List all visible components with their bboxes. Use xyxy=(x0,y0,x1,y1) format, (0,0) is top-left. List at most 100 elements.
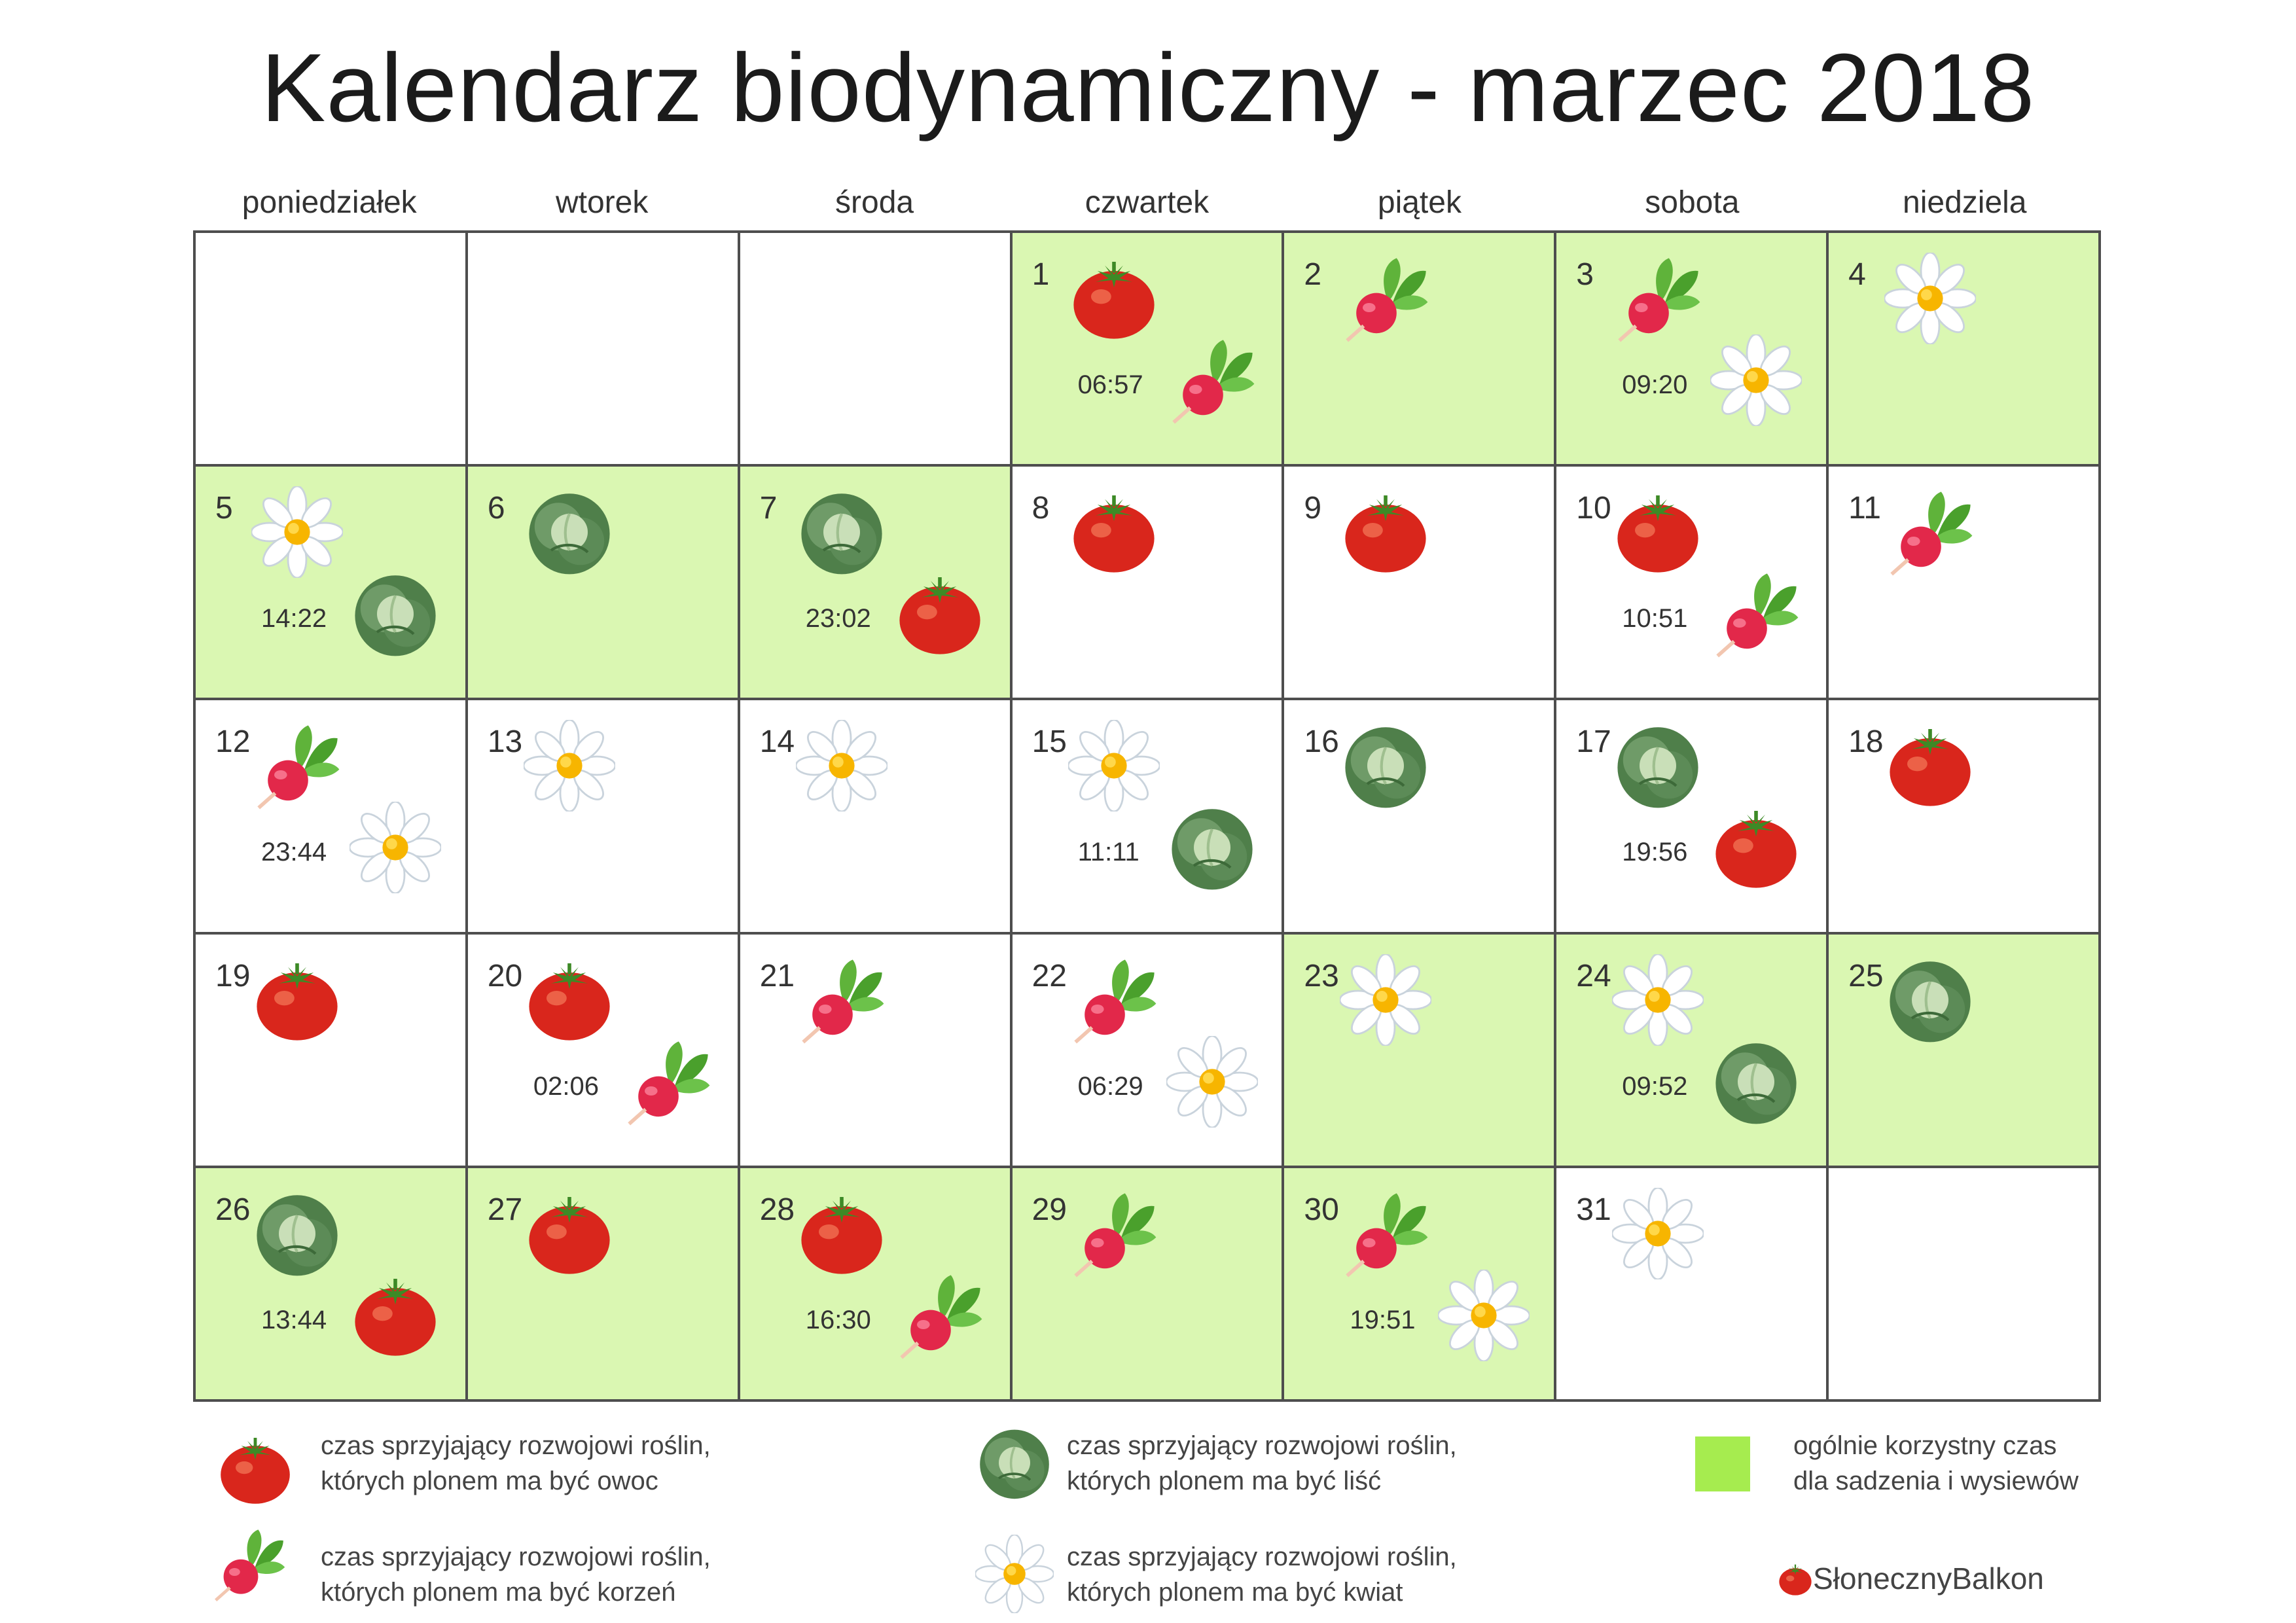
daisy-icon xyxy=(523,720,615,812)
day-cell: 13 xyxy=(467,700,738,932)
legend-root: czas sprzyjający rozwojowi roślin, który… xyxy=(321,1539,711,1610)
day-number: 1 xyxy=(1031,257,1050,292)
day-cell: 16 xyxy=(1284,700,1554,932)
day-number: 24 xyxy=(1576,958,1611,993)
legend-general-line2: dla sadzenia i wysiewów xyxy=(1793,1467,2079,1495)
day-cell: 30 19:51 xyxy=(1284,1168,1554,1399)
day-cell: 8 xyxy=(1012,467,1282,698)
radish-icon xyxy=(622,1036,713,1128)
day-cell: 27 xyxy=(467,1168,738,1399)
radish-icon xyxy=(1710,568,1802,660)
day-cell: 22 06:29 xyxy=(1012,934,1282,1166)
day-number: 25 xyxy=(1848,958,1884,993)
cabbage-icon xyxy=(975,1423,1054,1502)
daisy-icon xyxy=(1884,253,1977,344)
tomato-icon xyxy=(216,1430,295,1508)
radish-icon xyxy=(894,1270,986,1361)
legend-root-line1: czas sprzyjający rozwojowi roślin, xyxy=(321,1543,711,1571)
daisy-icon xyxy=(1067,720,1160,812)
transition-time: 02:06 xyxy=(533,1071,599,1101)
day-number: 4 xyxy=(1848,257,1866,292)
day-number: 28 xyxy=(759,1192,795,1227)
transition-time: 09:20 xyxy=(1622,370,1688,399)
transition-time: 23:44 xyxy=(261,838,327,867)
day-number: 20 xyxy=(487,958,523,993)
day-number: 31 xyxy=(1576,1192,1611,1227)
daisy-icon xyxy=(1612,954,1704,1046)
cabbage-icon xyxy=(796,486,888,578)
day-number: 26 xyxy=(215,1192,251,1227)
day-number: 30 xyxy=(1304,1192,1339,1227)
day-number: 2 xyxy=(1304,257,1322,292)
daisy-icon xyxy=(1710,334,1803,426)
transition-time: 14:22 xyxy=(261,604,327,633)
favorable-swatch xyxy=(1695,1436,1750,1491)
day-number: 22 xyxy=(1031,958,1067,993)
day-number: 29 xyxy=(1031,1192,1067,1227)
daisy-icon xyxy=(1340,954,1432,1046)
daisy-icon xyxy=(251,486,343,579)
cabbage-icon xyxy=(1710,1036,1802,1128)
legend-general: ogólnie korzystny czas dla sadzenia i wy… xyxy=(1793,1428,2079,1499)
radish-icon xyxy=(1068,954,1160,1046)
day-cell: 11 xyxy=(1829,467,2098,698)
weekday-label: środa xyxy=(835,185,914,220)
transition-time: 16:30 xyxy=(805,1305,871,1334)
radish-icon xyxy=(1166,334,1258,426)
day-cell: 18 xyxy=(1829,700,2098,932)
transition-time: 10:51 xyxy=(1622,604,1688,633)
day-number: 14 xyxy=(759,724,795,760)
cabbage-icon xyxy=(1884,954,1976,1046)
daisy-icon xyxy=(350,802,441,894)
tomato-icon xyxy=(524,954,615,1046)
weekday-label: poniedziałek xyxy=(242,185,417,220)
empty-cell xyxy=(1829,1168,2098,1399)
tomato-icon xyxy=(1068,253,1160,344)
day-cell: 10 10:51 xyxy=(1556,467,1827,698)
tomato-icon xyxy=(796,1188,888,1279)
day-number: 3 xyxy=(1576,257,1594,292)
calendar-grid: 1 06:57 2 3 09:20 4 5 14:22 6 7 23:02 8 9 10 10:51 11 12… xyxy=(193,230,2101,1402)
day-cell: 25 xyxy=(1829,934,2098,1166)
radish-icon xyxy=(1884,486,1976,578)
weekday-label: piątek xyxy=(1377,185,1462,220)
weekday-header: poniedziałek wtorek środa czwartek piąte… xyxy=(193,185,2101,230)
day-cell: 6 xyxy=(467,467,738,698)
day-number: 10 xyxy=(1576,491,1611,526)
day-cell: 7 23:02 xyxy=(740,467,1010,698)
day-number: 9 xyxy=(1304,491,1322,526)
day-cell: 4 xyxy=(1829,233,2098,465)
day-cell: 14 xyxy=(740,700,1010,932)
radish-icon xyxy=(1068,1188,1160,1279)
tomato-icon xyxy=(1068,486,1160,578)
cabbage-icon xyxy=(1340,720,1431,812)
empty-cell xyxy=(196,233,465,465)
empty-cell xyxy=(467,233,738,465)
brand-logo-text: SłonecznyBalkon xyxy=(1813,1561,2044,1596)
day-cell: 3 09:20 xyxy=(1556,233,1827,465)
radish-icon xyxy=(1340,1188,1431,1279)
cabbage-icon xyxy=(251,1188,343,1279)
legend-fruit-line2: których plonem ma być owoc xyxy=(321,1467,658,1495)
tomato-icon xyxy=(1884,720,1976,812)
day-number: 8 xyxy=(1031,491,1050,526)
day-cell: 26 13:44 xyxy=(196,1168,465,1399)
weekday-label: wtorek xyxy=(555,185,649,220)
tomato-icon xyxy=(350,1270,441,1361)
day-number: 19 xyxy=(215,958,251,993)
day-cell: 19 xyxy=(196,934,465,1166)
day-number: 15 xyxy=(1031,724,1067,760)
day-number: 11 xyxy=(1848,491,1881,526)
day-number: 6 xyxy=(487,491,505,526)
transition-time: 19:51 xyxy=(1350,1305,1416,1334)
cabbage-icon xyxy=(350,568,441,660)
daisy-icon xyxy=(1166,1035,1258,1128)
day-number: 23 xyxy=(1304,958,1339,993)
cabbage-icon xyxy=(1612,720,1704,812)
legend-fruit-line1: czas sprzyjający rozwojowi roślin, xyxy=(321,1431,711,1460)
weekday-label: sobota xyxy=(1645,185,1740,220)
legend-flower: czas sprzyjający rozwojowi roślin, który… xyxy=(1067,1539,1457,1610)
day-cell: 1 06:57 xyxy=(1012,233,1282,465)
cabbage-icon xyxy=(1166,802,1258,893)
day-cell: 15 11:11 xyxy=(1012,700,1282,932)
